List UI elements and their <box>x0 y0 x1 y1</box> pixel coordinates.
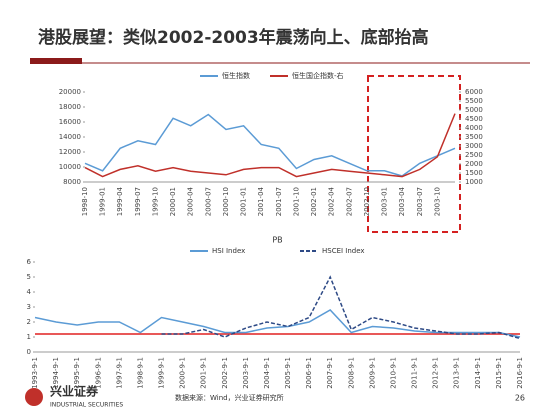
x-tick-label: 2001-10 <box>292 187 300 216</box>
x-tick-label: 2015-9-1 <box>495 357 503 389</box>
x-tick-label: 2002-9-1 <box>221 357 229 389</box>
x-tick-label: 1993-9-1 <box>31 357 39 389</box>
x-tick-label: 2003-10 <box>433 187 441 216</box>
x-tick-label: 1999-01 <box>99 187 107 216</box>
x-tick-label: 2002-10 <box>363 187 371 216</box>
y-tick-label: 12000 <box>59 148 81 156</box>
y-tick-label: 0 <box>27 348 31 356</box>
x-tick-label: 2001-01 <box>240 187 248 216</box>
x-tick-label: 2003-04 <box>398 186 406 216</box>
x-tick-label: 2008-9-1 <box>347 357 355 389</box>
x-tick-label: 1999-04 <box>116 186 124 216</box>
x-tick-label: 2003-07 <box>416 187 424 216</box>
x-tick-label: 2013-9-1 <box>453 357 461 389</box>
x-tick-label: 2001-07 <box>275 187 283 216</box>
x-tick-label: 2014-9-1 <box>474 357 482 389</box>
x-tick-label: 2002-07 <box>345 187 353 216</box>
x-tick-label: 1999-10 <box>151 187 159 216</box>
y2-tick-label: 1500 <box>465 169 483 177</box>
x-tick-label: 2016-9-1 <box>516 357 524 389</box>
series-line <box>84 113 456 177</box>
x-tick-label: 2012-9-1 <box>432 357 440 389</box>
y-tick-label: 8000 <box>63 178 81 186</box>
x-tick-label: 1995-9-1 <box>73 357 81 389</box>
y2-tick-label: 2000 <box>465 160 483 168</box>
x-tick-label: 2001-04 <box>257 186 265 216</box>
x-tick-label: 2000-9-1 <box>179 357 187 389</box>
logo-emblem <box>25 388 43 406</box>
y-tick-label: 1 <box>27 333 31 341</box>
title-bar <box>30 58 82 64</box>
y-tick-label: 6 <box>27 258 32 266</box>
y2-tick-label: 4500 <box>465 115 483 123</box>
logo-cn: 兴业证券 <box>50 384 99 399</box>
x-tick-label: 2004-9-1 <box>263 357 271 389</box>
legend-label: 恒生指数 <box>222 71 250 80</box>
logo-en: INDUSTRIAL SECURITIES <box>50 402 123 409</box>
x-tick-label: 1999-9-1 <box>158 357 166 389</box>
x-tick-label: 2000-07 <box>204 187 212 216</box>
y2-tick-label: 2500 <box>465 151 483 159</box>
x-tick-label: 2007-9-1 <box>326 357 334 389</box>
x-tick-label: 2003-01 <box>381 187 389 216</box>
x-tick-label: 2006-9-1 <box>305 357 313 389</box>
x-tick-label: 1994-9-1 <box>52 357 60 389</box>
y-tick-label: 4 <box>27 288 32 296</box>
y-tick-label: 14000 <box>59 133 81 141</box>
page-number: 26 <box>515 394 525 403</box>
x-tick-label: 2010-9-1 <box>389 357 397 389</box>
y-tick-label: 10000 <box>59 163 81 171</box>
legend-label: 恒生国企指数-右 <box>292 71 344 80</box>
x-tick-label: 2009-9-1 <box>368 357 376 389</box>
y2-tick-label: 1000 <box>465 178 483 186</box>
y2-tick-label: 6000 <box>465 88 483 96</box>
legend-label: HSCEI Index <box>322 247 365 255</box>
y-tick-label: 20000 <box>59 88 81 96</box>
x-tick-label: 2003-9-1 <box>242 357 250 389</box>
x-tick-label: 1996-9-1 <box>94 357 102 389</box>
x-tick-label: 2000-04 <box>187 186 195 216</box>
x-tick-label: 2005-9-1 <box>284 357 292 389</box>
y2-tick-label: 5500 <box>465 97 483 105</box>
slide-title: 港股展望：类似2002-2003年震荡向上、底部抬高 <box>38 27 429 48</box>
x-tick-label: 2002-04 <box>328 186 336 216</box>
source-note: 数据来源：Wind，兴业证券研究所 <box>175 393 284 402</box>
y2-tick-label: 3500 <box>465 133 483 141</box>
x-tick-label: 1999-07 <box>134 187 142 216</box>
y-tick-label: 3 <box>27 303 31 311</box>
y2-tick-label: 5000 <box>465 106 483 114</box>
y2-tick-label: 3000 <box>465 142 483 150</box>
y-tick-label: 18000 <box>59 103 81 111</box>
series-line <box>84 113 456 178</box>
x-tick-label: 1998-9-1 <box>136 357 144 389</box>
chart-title: PB <box>272 236 282 245</box>
highlight-box <box>367 75 461 233</box>
x-tick-label: 2001-9-1 <box>200 357 208 389</box>
x-tick-label: 1998-10 <box>81 187 89 216</box>
series-line <box>34 309 521 338</box>
x-tick-label: 2011-9-1 <box>411 357 419 389</box>
series-line <box>161 275 521 340</box>
y2-tick-label: 4000 <box>465 124 483 132</box>
x-tick-label: 1997-9-1 <box>115 357 123 389</box>
y-tick-label: 5 <box>27 273 31 281</box>
legend-label: HSI Index <box>212 247 245 255</box>
y-tick-label: 2 <box>27 318 31 326</box>
x-tick-label: 2000-01 <box>169 187 177 216</box>
y-tick-label: 16000 <box>59 118 81 126</box>
x-tick-label: 2000-10 <box>222 187 230 216</box>
x-tick-label: 2002-01 <box>310 187 318 216</box>
